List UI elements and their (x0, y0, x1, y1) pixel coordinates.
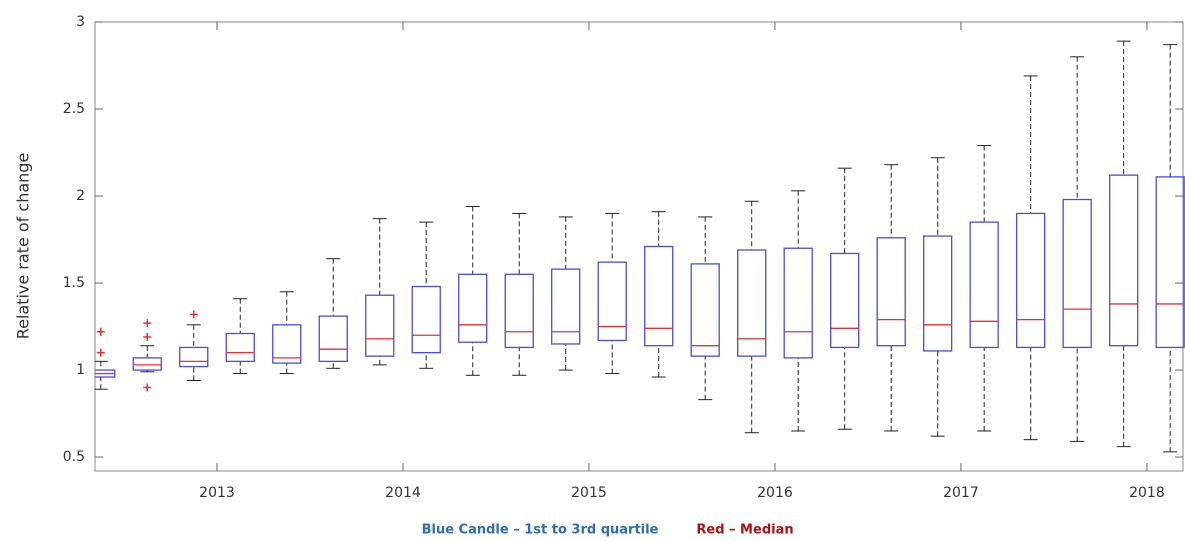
box (1016, 212, 1046, 349)
box (644, 245, 674, 347)
box (737, 249, 767, 357)
outlier (143, 383, 152, 392)
box (179, 346, 209, 368)
y-axis-label: Relative rate of change (14, 153, 33, 340)
y-tick-label: 2.5 (63, 101, 85, 117)
box (458, 273, 488, 343)
box (876, 237, 906, 347)
box (318, 315, 348, 363)
box (783, 247, 813, 359)
outlier (143, 332, 152, 341)
outlier (189, 310, 198, 319)
y-tick-label: 1 (76, 362, 85, 378)
outlier (96, 327, 105, 336)
outlier (143, 319, 152, 328)
box (551, 268, 581, 345)
box (411, 285, 441, 354)
box (132, 357, 162, 371)
box (1109, 174, 1139, 347)
box (969, 221, 999, 349)
outlier (96, 348, 105, 357)
y-tick-label: 1.5 (63, 275, 85, 291)
box (225, 332, 255, 363)
x-tick-label: 2014 (385, 485, 421, 501)
x-tick-label: 2013 (199, 485, 235, 501)
x-tick-label: 2017 (943, 485, 979, 501)
box (504, 273, 534, 349)
box (923, 235, 953, 352)
box (365, 294, 395, 357)
box (272, 324, 302, 364)
box (1155, 176, 1185, 349)
box (690, 263, 720, 357)
x-tick-label: 2015 (571, 485, 607, 501)
annotation: Red – Median (696, 523, 793, 538)
y-tick-label: 2 (76, 188, 85, 204)
x-tick-label: 2018 (1129, 485, 1165, 501)
plot-frame (94, 21, 1184, 472)
plot-area (95, 40, 1185, 453)
box (597, 261, 627, 342)
y-tick-label: 3 (76, 14, 85, 30)
annotation: Blue Candle – 1st to 3rd quartile (422, 523, 659, 538)
box (1062, 198, 1092, 349)
y-tick-label: 0.5 (63, 449, 85, 465)
x-tick-label: 2016 (757, 485, 793, 501)
box (830, 252, 860, 349)
